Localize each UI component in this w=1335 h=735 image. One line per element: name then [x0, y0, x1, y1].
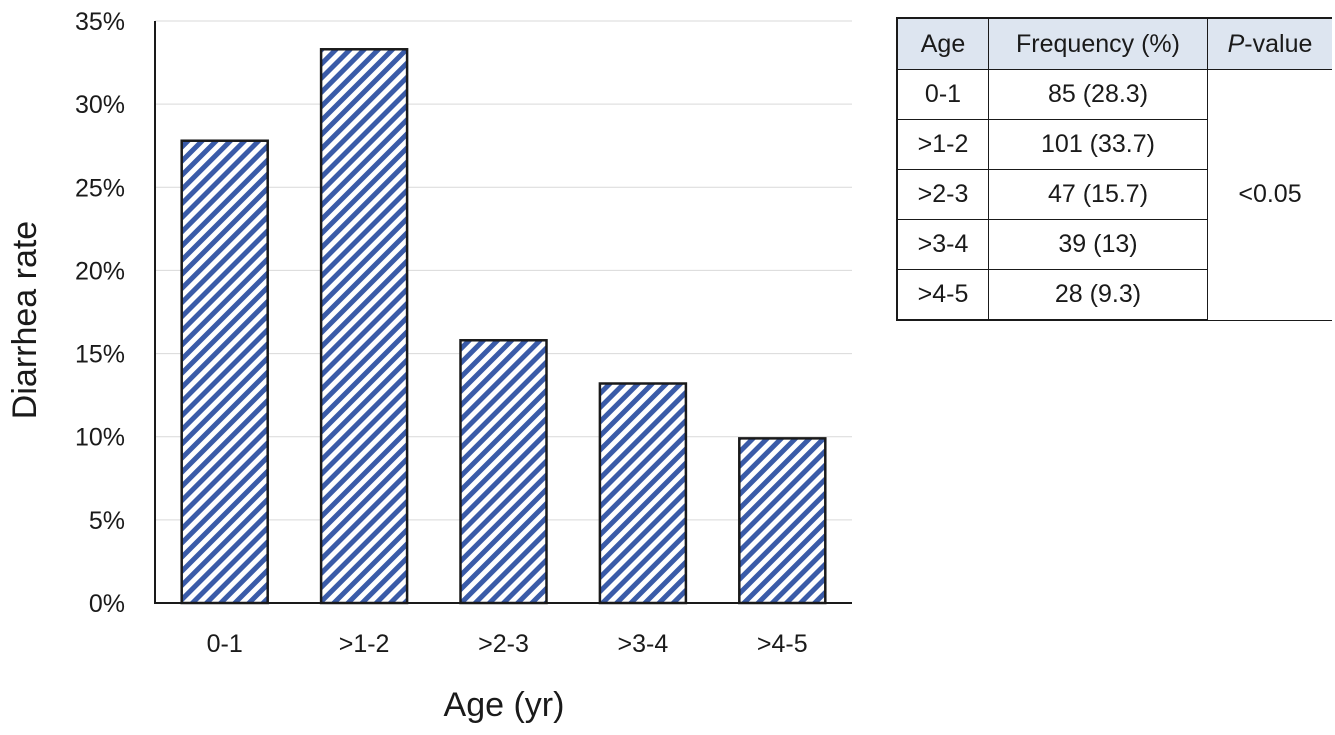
y-tick-label: 20%	[75, 257, 125, 285]
y-tick-labels: 0% 5% 10% 15% 20% 25% 30% 35%	[75, 8, 125, 618]
axes	[154, 21, 852, 604]
bar-chart: 0% 5% 10% 15% 20% 25% 30% 35% 0-1 >1-2 >2-3 >3-4 >4…	[6, 8, 852, 724]
x-tick-label: >1-2	[339, 630, 390, 658]
bar	[738, 437, 827, 605]
x-tick-label: 0-1	[207, 630, 243, 658]
table-row: >4-5 28 (9.3)	[896, 269, 1332, 321]
header-p-suffix: -value	[1244, 29, 1313, 58]
bar	[180, 139, 269, 605]
table-row: >1-2 101 (33.7)	[896, 119, 1332, 170]
header-p-value: P-value	[1207, 17, 1332, 70]
cell-age: 0-1	[896, 69, 989, 120]
header-p-letter: P	[1227, 29, 1245, 58]
cell-age: >1-2	[896, 119, 989, 170]
y-tick-label: 25%	[75, 174, 125, 202]
x-tick-labels: 0-1 >1-2 >2-3 >3-4 >4-5	[207, 630, 808, 658]
table-header-row: Age Frequency (%) P-value	[896, 17, 1332, 70]
y-tick-label: 0%	[89, 590, 125, 618]
table-row: >3-4 39 (13)	[896, 219, 1332, 270]
bar	[319, 48, 409, 605]
x-tick-label: >2-3	[478, 630, 529, 658]
cell-age: >4-5	[896, 269, 989, 321]
table-row: >2-3 47 (15.7)	[896, 169, 1332, 220]
cell-age: >2-3	[896, 169, 989, 220]
header-age: Age	[896, 17, 989, 70]
cell-frequency: 85 (28.3)	[988, 69, 1208, 120]
cell-frequency: 39 (13)	[988, 219, 1208, 270]
cell-frequency: 28 (9.3)	[988, 269, 1208, 321]
bar	[459, 339, 548, 605]
y-tick-label: 15%	[75, 341, 125, 369]
table-row: 0-1 85 (28.3) <0.05	[896, 69, 1332, 321]
cell-frequency: 101 (33.7)	[988, 119, 1208, 170]
summary-table: Age Frequency (%) P-value 0-1 85 (28.3) …	[896, 17, 1332, 321]
x-tick-label: >4-5	[757, 630, 808, 658]
cell-p-value: <0.05	[1207, 69, 1332, 321]
y-tick-label: 30%	[75, 91, 125, 119]
header-frequency: Frequency (%)	[988, 17, 1208, 70]
y-axis-title: Diarrhea rate	[6, 221, 44, 419]
x-tick-label: >3-4	[618, 630, 669, 658]
cell-frequency: 47 (15.7)	[988, 169, 1208, 220]
y-tick-label: 10%	[75, 424, 125, 452]
bar	[598, 382, 688, 605]
x-axis-title: Age (yr)	[444, 686, 565, 724]
cell-age: >3-4	[896, 219, 989, 270]
y-tick-label: 5%	[89, 507, 125, 535]
y-tick-label: 35%	[75, 8, 125, 36]
